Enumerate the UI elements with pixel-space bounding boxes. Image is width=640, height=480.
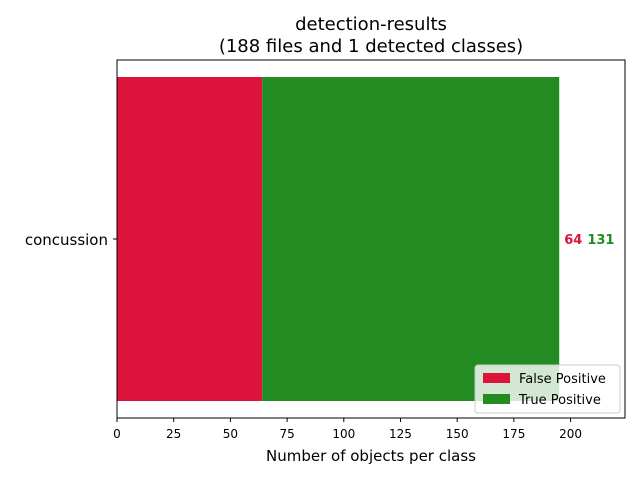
chart-subtitle: (188 files and 1 detected classes) [219,36,523,57]
y-axis-ticks: concussion [25,231,117,249]
legend-swatch-true-positive [483,394,510,404]
legend: False Positive True Positive [474,364,621,414]
value-label-false-positive-0: 64 [564,233,582,248]
x-tick-label-0: 0 [113,427,121,441]
bar-false-positive-0 [117,77,263,401]
x-tick-label-8: 200 [559,427,582,441]
y-tick-label-0: concussion [25,231,108,249]
x-tick-label-7: 175 [502,427,525,441]
bar-true-positive-0 [262,77,560,401]
x-tick-label-6: 150 [446,427,469,441]
value-labels-group: 64 131 [564,233,614,248]
legend-box [474,364,621,414]
legend-label-false-positive: False Positive [519,372,606,387]
legend-label-true-positive: True Positive [518,393,601,408]
x-axis-label: Number of objects per class [266,447,476,465]
x-tick-label-5: 125 [389,427,412,441]
x-axis-ticks: 0 25 50 75 100 125 150 175 200 [113,418,582,441]
legend-swatch-false-positive [483,373,510,383]
value-label-true-positive-0: 131 [587,233,614,248]
x-tick-label-2: 50 [223,427,238,441]
bars-group [117,77,560,401]
x-tick-label-4: 100 [332,427,355,441]
x-tick-label-3: 75 [279,427,294,441]
x-tick-label-1: 25 [166,427,181,441]
chart-title: detection-results [295,14,447,35]
